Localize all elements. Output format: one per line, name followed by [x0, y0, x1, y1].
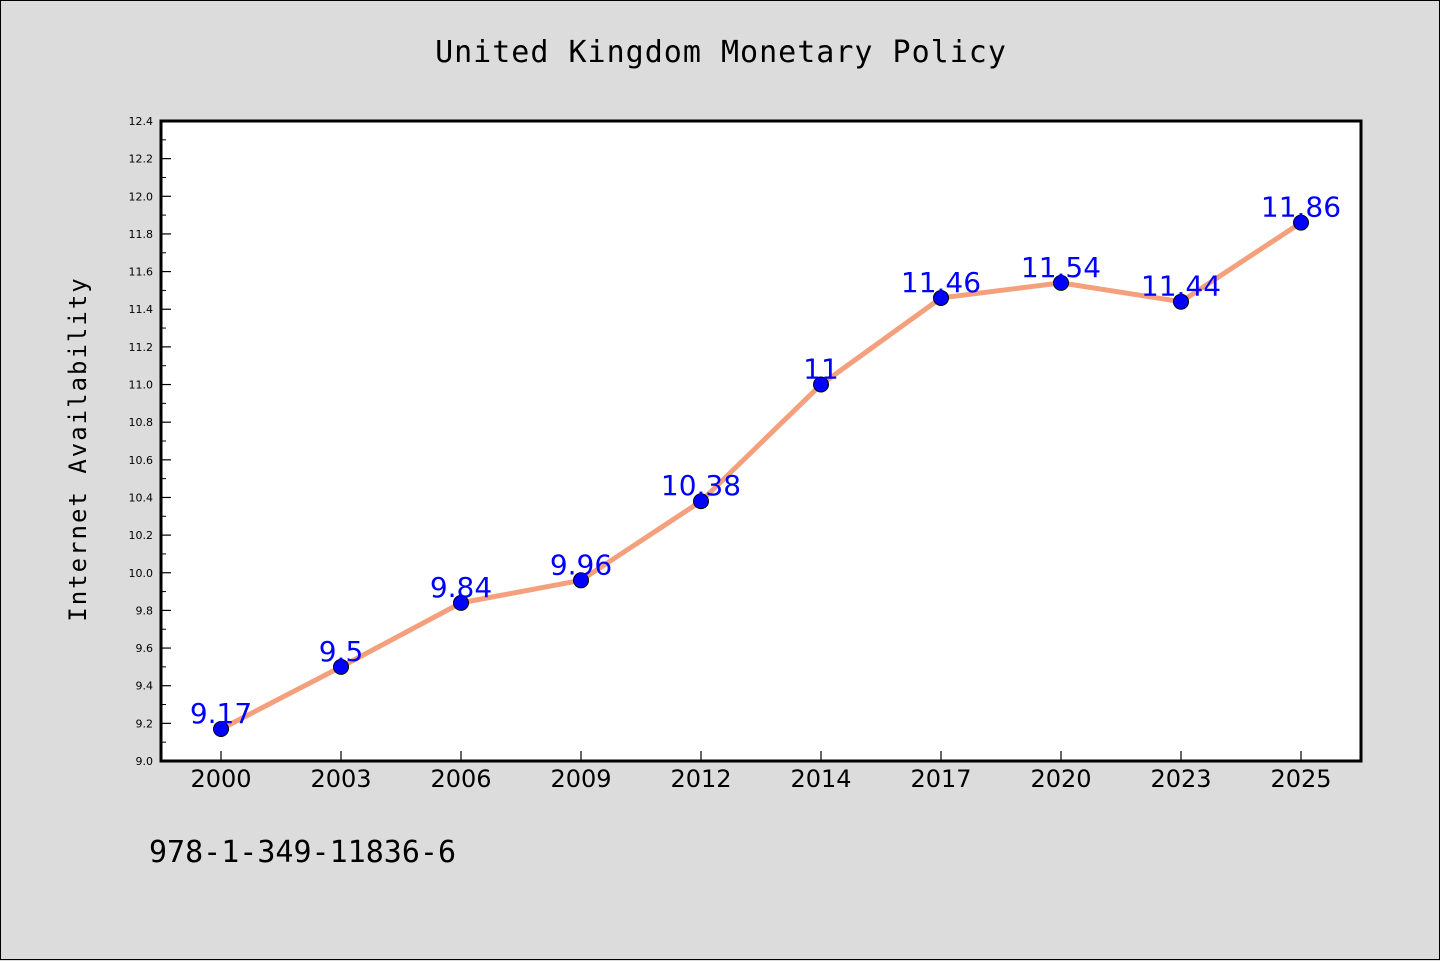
data-label: 11.54 — [1021, 251, 1101, 284]
data-label: 11 — [803, 353, 839, 386]
x-tick-label: 2014 — [790, 765, 851, 793]
x-tick-label: 2003 — [310, 765, 371, 793]
x-tick-label: 2006 — [430, 765, 491, 793]
data-point-marker — [933, 289, 949, 306]
x-tick-label: 2012 — [670, 765, 731, 793]
data-point-marker — [813, 376, 829, 393]
y-tick-label: 11.0 — [129, 379, 154, 392]
y-tick-label: 11.4 — [129, 303, 154, 316]
x-tick-label: 2023 — [1150, 765, 1211, 793]
y-tick-label: 12.0 — [129, 190, 154, 203]
y-tick-label: 12.2 — [129, 153, 154, 166]
x-tick-label: 2000 — [190, 765, 251, 793]
data-label: 11.46 — [901, 266, 981, 299]
x-tick-label: 2017 — [910, 765, 971, 793]
data-point-marker — [1293, 214, 1309, 231]
y-tick-label: 9.6 — [136, 642, 154, 655]
y-tick-label: 9.4 — [136, 680, 154, 693]
x-tick-label: 2025 — [1270, 765, 1331, 793]
y-tick-label: 11.2 — [129, 341, 154, 354]
data-label: 9.96 — [550, 548, 612, 581]
data-label: 9.17 — [190, 697, 252, 730]
chart-title: United Kingdom Monetary Policy — [435, 35, 1007, 70]
y-tick-label: 10.0 — [129, 567, 154, 580]
y-tick-label: 9.0 — [136, 755, 154, 768]
series-line — [218, 220, 1304, 732]
data-point-marker — [333, 658, 349, 675]
data-point-marker — [1173, 293, 1189, 310]
data-point-marker — [1053, 274, 1069, 291]
x-tick-label: 2020 — [1030, 765, 1091, 793]
y-tick-label: 11.6 — [129, 266, 154, 279]
y-tick-label: 11.8 — [129, 228, 154, 241]
y-tick-label: 12.4 — [129, 115, 154, 128]
y-tick-label: 10.8 — [129, 416, 154, 429]
data-label: 9.84 — [430, 571, 492, 604]
data-label: 10.38 — [661, 469, 741, 502]
data-label: 9.5 — [319, 635, 364, 668]
y-tick-label: 9.8 — [136, 604, 154, 617]
y-tick-label: 9.2 — [136, 717, 154, 730]
data-label: 11.86 — [1261, 191, 1341, 224]
data-point-marker — [693, 493, 709, 510]
data-point-marker — [453, 594, 469, 611]
y-tick-label: 10.6 — [129, 454, 154, 467]
isbn-text: 978-1-349-11836-6 — [149, 835, 457, 870]
data-label: 11.44 — [1141, 270, 1221, 303]
data-point-marker — [573, 572, 589, 589]
y-tick-label: 10.4 — [129, 491, 154, 504]
y-tick-label: 10.2 — [129, 529, 154, 542]
x-tick-label: 2009 — [550, 765, 611, 793]
data-point-marker — [213, 721, 229, 737]
